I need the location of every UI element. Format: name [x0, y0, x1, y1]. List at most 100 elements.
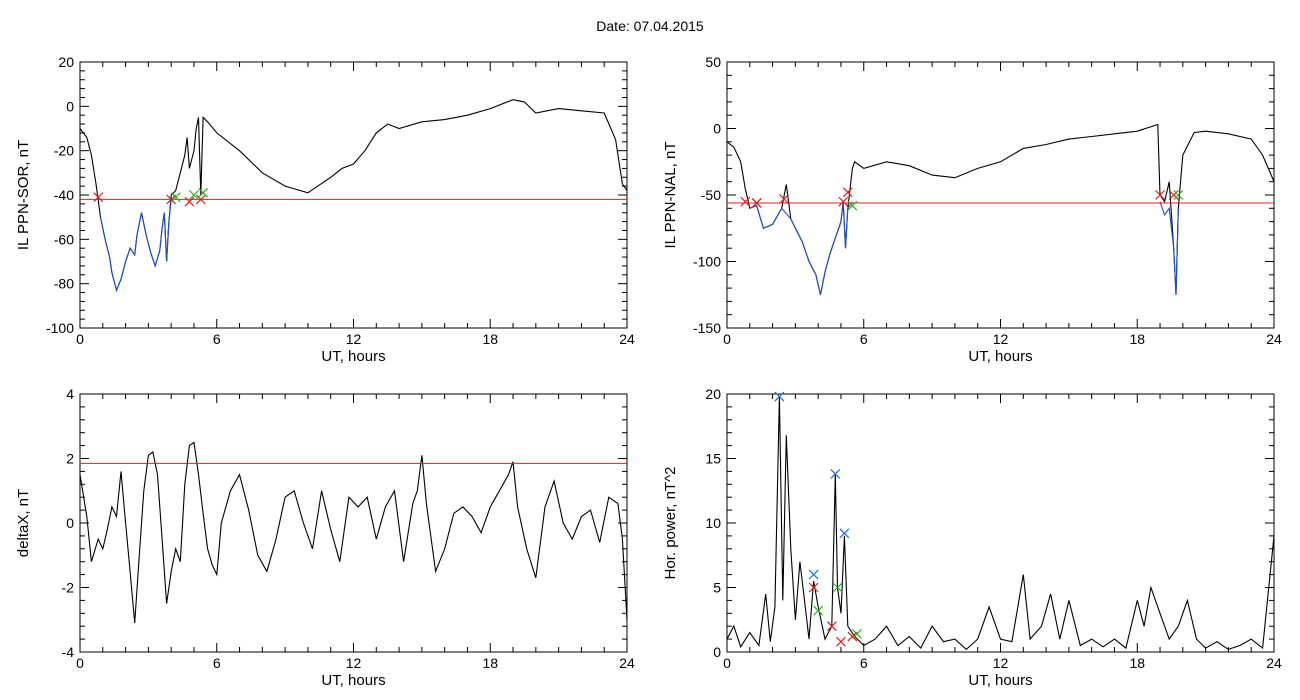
cross-marker: [93, 192, 104, 203]
cross-marker: [847, 200, 858, 211]
figure-title: Date: 07.04.2015: [596, 18, 704, 34]
cross-marker: [830, 469, 841, 479]
cross-marker: [774, 391, 785, 402]
cross-marker-stroke: [832, 582, 843, 593]
x-tick-label: 12: [993, 331, 1009, 347]
series-line-1: [749, 201, 853, 295]
cross-marker-stroke: [842, 187, 853, 198]
cross-marker-stroke: [1168, 190, 1179, 200]
cross-marker: [836, 636, 846, 647]
cross-marker-stroke: [847, 200, 858, 211]
cross-marker-stroke: [170, 192, 181, 203]
y-tick-label: -2: [62, 580, 75, 596]
cross-marker: [740, 196, 751, 207]
x-tick-label: 24: [619, 331, 635, 347]
y-tick-label: -20: [54, 143, 74, 159]
cross-marker: [1173, 190, 1184, 200]
cross-marker-stroke: [839, 528, 850, 539]
cross-marker-stroke: [195, 194, 206, 205]
cross-marker: [808, 569, 819, 580]
chart-panel-p2: 0 6 12 18 24 -150 -100 -50 0 50 UT, hours IL PPN-NA…: [662, 54, 1282, 365]
plot-frame: [79, 61, 628, 329]
series-line-0: [80, 99, 627, 293]
plot-frame: [726, 393, 1275, 653]
series-line-0: [727, 123, 1274, 295]
chart-panel-p4: 0 6 12 18 24 0 5 10 15 20 UT, hours Hor. power, nT^…: [662, 386, 1282, 689]
x-tick-label: 12: [346, 655, 362, 671]
x-tick-label: 18: [482, 655, 498, 671]
y-tick-label: 20: [705, 386, 721, 402]
y-axis-label: IL PPN-NAL, nT: [662, 142, 679, 249]
cross-marker-stroke: [779, 194, 789, 204]
y-tick-label: -150: [693, 320, 721, 336]
x-tick-label: 6: [213, 331, 221, 347]
cross-marker: [170, 192, 181, 203]
cross-marker-stroke: [93, 192, 104, 203]
plot-frame: [726, 61, 1275, 329]
cross-marker: [184, 196, 195, 207]
cross-marker: [779, 194, 789, 204]
x-axis-label: UT, hours: [968, 672, 1032, 689]
cross-marker-stroke: [838, 196, 849, 207]
x-tick-label: 0: [76, 655, 84, 671]
x-tick-label: 18: [1129, 331, 1145, 347]
cross-marker-stroke: [847, 631, 858, 642]
cross-marker: [189, 190, 199, 200]
y-tick-label: 50: [705, 54, 721, 70]
y-tick-label: 0: [66, 515, 74, 531]
y-axis-label: Hor. power, nT^2: [662, 467, 679, 580]
cross-marker-stroke: [808, 582, 819, 593]
cross-marker-stroke: [836, 636, 846, 647]
x-tick-label: 18: [1129, 655, 1145, 671]
x-tick-label: 0: [723, 655, 731, 671]
x-axis-label: UT, hours: [321, 672, 385, 689]
x-tick-label: 24: [1266, 331, 1282, 347]
cross-marker-stroke: [198, 187, 208, 198]
x-tick-label: 6: [860, 331, 868, 347]
series-line-0: [80, 441, 627, 624]
cross-marker: [808, 582, 819, 593]
chart-panel-p1: 0 6 12 18 24 -100 -80 -60 -40 -20 0 20 UT, hours IL P…: [15, 54, 635, 365]
series-line-1: [99, 199, 172, 293]
y-axis-label: deltaX, nT: [15, 489, 32, 557]
cross-marker: [838, 196, 849, 207]
x-tick-label: 24: [1266, 655, 1282, 671]
y-tick-label: 4: [66, 386, 74, 402]
y-tick-label: 2: [66, 451, 74, 467]
x-tick-label: 0: [76, 331, 84, 347]
cross-marker-stroke: [189, 190, 199, 200]
y-axis-label: IL PPN-SOR, nT: [15, 140, 32, 250]
x-axis-label: UT, hours: [321, 348, 385, 365]
cross-marker-stroke: [1155, 190, 1165, 200]
x-tick-label: 6: [860, 655, 868, 671]
cross-marker: [751, 198, 762, 208]
cross-marker-stroke: [751, 198, 762, 208]
cross-marker: [1155, 190, 1165, 200]
y-tick-label: 10: [705, 515, 721, 531]
cross-marker: [813, 605, 824, 616]
cross-marker: [195, 194, 206, 205]
x-tick-label: 12: [346, 331, 362, 347]
y-tick-label: 0: [713, 644, 721, 660]
y-tick-label: -80: [54, 276, 74, 292]
x-tick-label: 0: [723, 331, 731, 347]
series-line-0: [727, 396, 1274, 651]
cross-marker: [198, 187, 208, 198]
cross-marker-stroke: [740, 196, 751, 207]
y-tick-label: 20: [58, 54, 74, 70]
cross-marker-stroke: [851, 629, 862, 639]
cross-marker: [847, 631, 858, 642]
cross-marker: [851, 629, 862, 639]
cross-marker-stroke: [774, 391, 785, 402]
cross-marker: [826, 621, 837, 632]
x-tick-label: 18: [482, 331, 498, 347]
y-tick-label: 0: [66, 98, 74, 114]
cross-marker-stroke: [808, 569, 819, 580]
series-line-2: [1159, 201, 1179, 295]
x-tick-label: 24: [619, 655, 635, 671]
cross-marker-stroke: [1173, 190, 1184, 200]
y-tick-label: -40: [54, 187, 74, 203]
y-tick-label: 0: [713, 121, 721, 137]
y-tick-label: -50: [701, 187, 721, 203]
